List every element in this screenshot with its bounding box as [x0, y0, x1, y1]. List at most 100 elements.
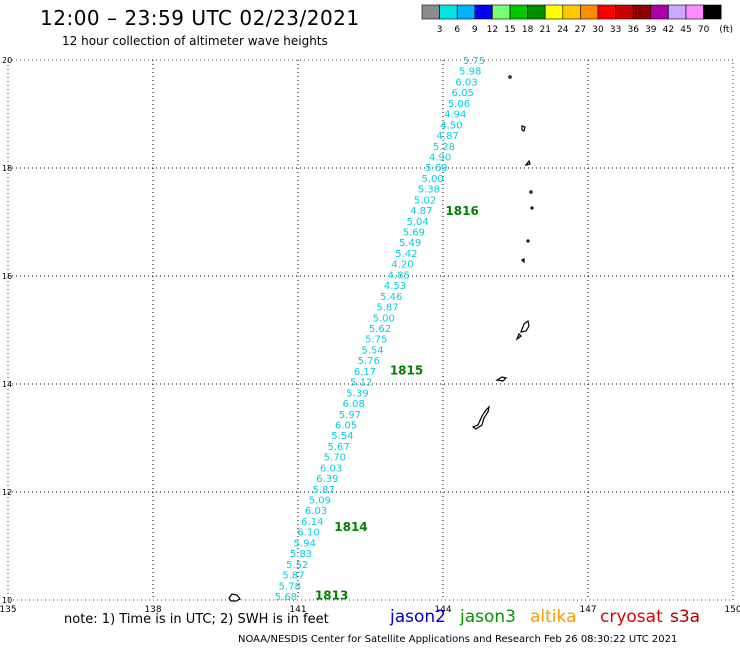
track-wave-height: 5.94 — [294, 538, 316, 549]
track-wave-height: 4.94 — [444, 110, 466, 121]
colorbar-label: 15 — [504, 25, 515, 35]
northern-islet — [520, 258, 525, 264]
track-wave-height: 4.87 — [410, 206, 432, 217]
pass-number: 1815 — [390, 364, 423, 378]
satellite-legend-s3a: s3a — [670, 607, 701, 627]
map-subtitle: 12 hour collection of altimeter wave hei… — [62, 34, 328, 48]
lat-tick-label: 16 — [2, 272, 12, 281]
island-outlines — [228, 75, 534, 602]
track-wave-height: 5.42 — [395, 249, 417, 260]
track-wave-height: 6.05 — [335, 420, 357, 431]
track-wave-height: 4.90 — [429, 152, 451, 163]
pass-number-labels: 1816 1815 1814 1813 — [315, 204, 479, 602]
track-wave-height: 6.03 — [320, 463, 342, 474]
colorbar-label: 27 — [575, 25, 586, 35]
track-wave-height: 5.39 — [346, 388, 368, 399]
footer-note: note: 1) Time is in UTC; 2) SWH is in fe… — [64, 612, 329, 627]
colorbar-label: 9 — [472, 25, 478, 35]
guam-island — [471, 405, 490, 430]
northern-islet — [529, 190, 533, 194]
track-wave-height: 5.12 — [350, 378, 372, 389]
track-wave-height: 5.83 — [290, 549, 312, 560]
track-wave-height: 6.10 — [297, 528, 319, 539]
colorbar-label: 36 — [627, 25, 639, 35]
lat-tick-label: 10 — [2, 596, 12, 605]
track-wave-height: 5.67 — [328, 442, 350, 453]
northern-islet — [508, 75, 512, 79]
colorbar-label: 33 — [610, 25, 621, 35]
satellite-legend-altika: altika — [530, 607, 577, 627]
track-wave-height: 5.09 — [309, 496, 331, 507]
colorbar-unit: (ft) — [719, 25, 733, 35]
northern-islet — [526, 239, 530, 243]
track-wave-height: 5.87 — [312, 485, 334, 496]
track-wave-height: 5.06 — [448, 99, 470, 110]
track-wave-height: 6.14 — [301, 517, 323, 528]
colorbar-swatch — [703, 4, 722, 20]
track-wave-height: 4.87 — [437, 131, 459, 142]
track-wave-height: 5.04 — [406, 217, 428, 228]
colorbar-label: 45 — [680, 25, 691, 35]
track-wave-height: 5.28 — [433, 142, 455, 153]
track-wave-height: 4.53 — [384, 281, 406, 292]
wave-height-colorbar: 3 6 9 12 15 18 21 24 27 30 33 36 39 42 45 70 (ft) — [421, 4, 733, 35]
track-wave-height: 6.39 — [316, 474, 338, 485]
lat-tick-label: 14 — [2, 380, 12, 389]
tinian-island — [515, 332, 522, 341]
track-wave-height: 5.54 — [331, 431, 353, 442]
map-frame — [7, 59, 734, 601]
lon-tick-label: 150 — [724, 605, 740, 615]
colorbar-label: 3 — [437, 25, 443, 35]
northern-islet — [521, 125, 526, 132]
track-wave-height: 5.49 — [399, 238, 421, 249]
pass-number: 1813 — [315, 589, 348, 603]
track-wave-height: 5.02 — [414, 195, 436, 206]
satellite-legend-cryosat: cryosat — [600, 607, 663, 627]
track-wave-height: 5.75 — [365, 335, 387, 346]
track-wave-height: 6.08 — [343, 399, 365, 410]
track-wave-height: 5.46 — [380, 292, 402, 303]
colorbar-label: 70 — [698, 25, 710, 35]
lat-lon-grid — [7, 59, 734, 601]
track-wave-height: 5.78 — [279, 581, 301, 592]
track-wave-height: 5.52 — [286, 560, 308, 571]
track-wave-height: 5.76 — [358, 356, 380, 367]
credit-line: NOAA/NESDIS Center for Satellite Applica… — [238, 634, 678, 645]
track-wave-height: 5.62 — [369, 324, 391, 335]
colorbar-label: 6 — [454, 25, 460, 35]
altimeter-track: 5.755.986.036.055.064.944.504.875.284.90… — [275, 56, 485, 603]
satellite-legend-jason3: jason3 — [460, 607, 516, 627]
colorbar-label: 21 — [539, 25, 550, 35]
lat-tick-label: 18 — [2, 164, 12, 173]
colorbar-label: 24 — [557, 25, 569, 35]
track-wave-height: 5.69 — [425, 163, 447, 174]
satellite-legend-jason2: jason2 — [390, 607, 446, 627]
track-wave-height: 5.54 — [361, 345, 383, 356]
lon-tick-label: 147 — [579, 605, 596, 615]
colorbar-label: 30 — [592, 25, 604, 35]
colorbar-label: 12 — [487, 25, 498, 35]
colorbar-label: 39 — [645, 25, 657, 35]
track-wave-height: 5.38 — [418, 185, 440, 196]
track-wave-height: 4.50 — [440, 120, 462, 131]
map-title: 12:00 – 23:59 UTC 02/23/2021 — [40, 6, 360, 30]
track-wave-height: 6.17 — [354, 367, 376, 378]
track-wave-height: 5.87 — [282, 571, 304, 582]
track-wave-height: 5.68 — [275, 592, 297, 603]
track-wave-height: 5.87 — [376, 303, 398, 314]
lon-tick-label: 138 — [144, 605, 161, 615]
track-wave-height: 5.70 — [324, 453, 346, 464]
colorbar-label: 42 — [663, 25, 674, 35]
lat-tick-label: 12 — [2, 488, 12, 497]
track-wave-height: 6.03 — [455, 77, 477, 88]
lon-tick-label: 144 — [434, 605, 451, 615]
track-wave-height: 5.75 — [463, 56, 485, 67]
northern-islet — [530, 206, 534, 210]
saipan-island — [520, 319, 530, 333]
track-wave-height: 6.03 — [305, 506, 327, 517]
lon-tick-label: 135 — [0, 605, 17, 615]
colorbar-label: 18 — [522, 25, 534, 35]
rota-island — [495, 376, 508, 382]
pass-number: 1814 — [334, 520, 367, 534]
